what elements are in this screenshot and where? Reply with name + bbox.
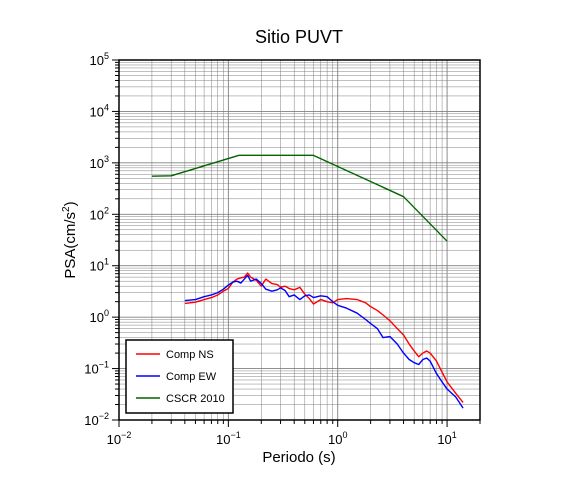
chart-title: Sitio PUVT (255, 27, 343, 47)
y-tick-label: 10−2 (84, 411, 109, 428)
series-cscr-2010 (151, 154, 448, 242)
x-tick-label: 10−1 (216, 430, 241, 447)
y-axis-label-main: PSA(cm/s (62, 212, 79, 279)
y-tick-label: 105 (90, 51, 109, 68)
y-tick-label: 102 (90, 205, 109, 222)
legend: Comp NS Comp EW CSCR 2010 (125, 339, 234, 414)
y-tick-label: 101 (90, 257, 109, 274)
legend-label-ew: Comp EW (166, 371, 217, 383)
series-lines (151, 154, 464, 409)
y-axis-label-close: ) (62, 201, 79, 206)
x-axis-label: Periodo (s) (262, 449, 335, 466)
plot-frame (118, 59, 481, 421)
legend-label-cscr: CSCR 2010 (166, 393, 225, 405)
y-tick-label: 103 (90, 154, 109, 171)
grid-lines (118, 59, 481, 421)
y-axis-label-sup: 2 (61, 206, 72, 212)
x-tick-label: 101 (437, 430, 456, 447)
y-tick-label: 100 (90, 308, 109, 325)
x-tick-label: 100 (328, 430, 347, 447)
y-tick-label: 10−1 (84, 360, 109, 377)
series-comp-ew (184, 274, 464, 409)
y-tick-label: 104 (90, 102, 109, 119)
series-comp-ns (184, 272, 464, 403)
axis-ticks (112, 59, 481, 427)
x-tick-label: 10−2 (107, 430, 132, 447)
tick-labels: 10−2 10−1 100 101 10−2 10−1 100 101 102 103 104 105 (84, 51, 457, 447)
legend-label-ns: Comp NS (166, 349, 214, 361)
y-axis-label: PSA(cm/s2) (61, 201, 79, 278)
